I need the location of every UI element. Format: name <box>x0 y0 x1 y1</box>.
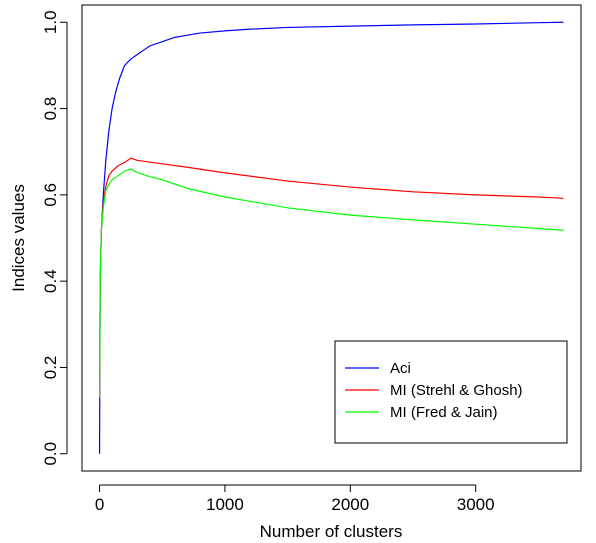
series-layer <box>98 21 564 454</box>
series-line-3 <box>98 168 564 398</box>
legend-label: MI (Fred & Jain) <box>390 404 498 421</box>
series-line-1 <box>98 21 564 454</box>
y-tick-label: 0.6 <box>41 183 60 207</box>
y-tick-label: 0.8 <box>41 97 60 121</box>
legend-label: MI (Strehl & Ghosh) <box>390 382 523 399</box>
x-tick-label: 0 <box>95 495 104 514</box>
y-axis: 0.0 0.2 0.4 0.6 0.8 1.0 <box>41 10 68 466</box>
legend-label: Aci <box>390 360 411 377</box>
plot-frame <box>81 4 582 472</box>
legend: Aci MI (Strehl & Ghosh) MI (Fred & Jain) <box>334 340 568 444</box>
x-tick-label: 3000 <box>457 495 495 514</box>
x-tick-label: 2000 <box>331 495 369 514</box>
y-tick-label: 0.4 <box>41 269 60 293</box>
y-tick-label: 0.2 <box>41 356 60 380</box>
legend-box <box>334 340 568 444</box>
series-line-2 <box>98 157 564 398</box>
y-axis-label: Indices values <box>9 184 28 292</box>
y-tick-label: 1.0 <box>41 10 60 34</box>
x-axis-label: Number of clusters <box>260 522 403 541</box>
y-tick-label: 0.0 <box>41 442 60 466</box>
legend-items: Aci MI (Strehl & Ghosh) MI (Fred & Jain) <box>345 360 523 421</box>
x-tick-label: 1000 <box>206 495 244 514</box>
x-axis: 0 1000 2000 3000 <box>95 484 495 514</box>
